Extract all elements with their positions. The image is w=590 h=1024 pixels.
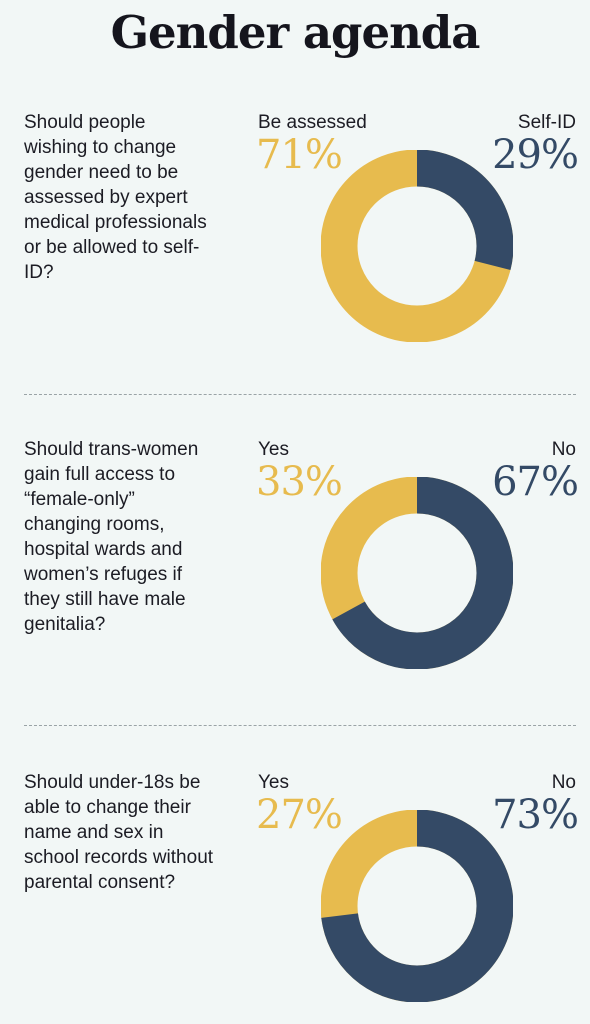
- left-answer-percent: 71%: [256, 132, 343, 178]
- section-divider: [24, 394, 576, 395]
- question-text: Should people wishing to change gender n…: [24, 112, 207, 283]
- chart-panel-3: Should under-18s be able to change their…: [0, 770, 590, 1020]
- left-answer-label: Yes: [258, 772, 289, 793]
- chart-panel-2: Should trans-women gain full access to “…: [0, 437, 590, 687]
- page-title: Gender agenda: [110, 6, 481, 59]
- question-text: Should under-18s be able to change their…: [24, 772, 214, 893]
- donut-chart: [321, 477, 513, 669]
- right-answer-percent: 67%: [492, 459, 579, 505]
- right-answer-label: No: [551, 439, 576, 460]
- donut-chart: [321, 810, 513, 1002]
- question-text: Should trans-women gain full access to “…: [24, 439, 199, 635]
- right-answer-percent: 29%: [492, 132, 579, 178]
- donut-slice-self-id: [321, 150, 513, 342]
- right-answer-label: Self-ID: [517, 112, 576, 133]
- left-answer-label: Yes: [258, 439, 289, 460]
- chart-panel-1: Should people wishing to change gender n…: [0, 110, 590, 360]
- right-answer-label: No: [551, 772, 576, 793]
- section-divider: [24, 725, 576, 726]
- left-answer-percent: 33%: [256, 459, 343, 505]
- donut-chart: [321, 150, 513, 342]
- left-answer-label: Be assessed: [258, 112, 367, 133]
- donut-slice-no: [321, 477, 513, 669]
- left-answer-percent: 27%: [256, 792, 343, 838]
- right-answer-percent: 73%: [492, 792, 579, 838]
- donut-slice-no: [321, 810, 513, 1002]
